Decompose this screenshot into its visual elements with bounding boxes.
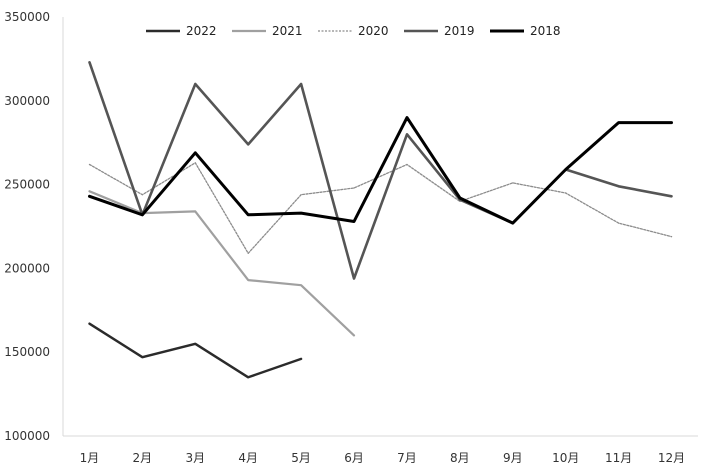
data-point-2018 [194,152,196,154]
data-point-2021 [194,210,196,212]
data-point-2018 [565,168,567,171]
data-point-2018 [88,195,91,197]
data-point-2020 [194,162,196,164]
x-tick-label: 11月 [605,451,632,465]
legend-label-2020: 2020 [358,24,389,38]
y-tick-label: 200000 [4,261,50,275]
data-point-2021 [88,190,91,192]
data-point-2020 [300,194,302,196]
data-point-2021 [247,279,249,281]
data-point-2019 [247,143,249,145]
x-tick-label: 3月 [185,451,205,465]
legend-label-2021: 2021 [272,24,303,38]
y-tick-labels: 100000 150000 200000 250000 300000 350000 [4,10,50,443]
series-line-2018 [88,116,673,225]
y-tick-label: 300000 [4,94,50,108]
legend-label-2019: 2019 [444,24,475,38]
data-point-2022 [194,343,196,345]
y-tick-label: 250000 [4,178,50,192]
x-tick-label: 4月 [238,451,258,465]
data-point-2021 [300,284,302,286]
data-point-2022 [141,356,143,358]
data-point-2018 [300,212,302,214]
x-tick-label: 5月 [291,451,311,465]
data-point-2019 [300,83,302,85]
series-lines [88,60,673,379]
data-point-2020 [247,252,249,254]
data-point-2018 [618,122,620,124]
x-tick-label: 7月 [397,451,417,465]
legend: 2022 2021 2020 2019 2018 [146,24,561,38]
data-point-2018 [512,222,514,224]
x-tick-label: 10月 [552,451,579,465]
y-tick-label: 350000 [4,10,50,24]
data-point-2020 [88,163,91,166]
data-point-2022 [88,323,91,325]
x-tick-labels: 1月 2月 3月 4月 5月 6月 7月 8月 9月 10月 11月 12月 [80,451,686,465]
data-point-2019 [194,83,196,85]
data-point-2019 [618,185,620,187]
x-tick-label: 6月 [344,451,364,465]
data-point-2020 [406,163,408,166]
x-tick-label: 2月 [133,451,153,465]
series-line-2022 [88,322,303,379]
data-point-2021 [353,334,355,336]
data-point-2020 [618,222,620,224]
data-point-2022 [247,376,249,378]
data-point-2018 [459,197,461,199]
data-point-2019 [353,277,355,280]
data-point-2019 [88,61,91,63]
data-point-2018 [141,214,143,216]
data-point-2020 [670,236,673,238]
series-line-2019 [88,60,673,280]
data-point-2018 [247,214,249,216]
x-tick-label: 8月 [450,451,470,465]
x-tick-label: 1月 [80,451,100,465]
data-point-2020 [512,182,514,184]
data-point-2018 [406,117,408,119]
series-line-2020 [88,162,673,254]
legend-label-2022: 2022 [186,24,217,38]
x-tick-label: 9月 [503,451,523,465]
y-tick-label: 100000 [4,429,50,443]
legend-label-2018: 2018 [530,24,561,38]
data-point-2018 [353,220,355,223]
data-point-2020 [353,187,355,189]
data-point-2020 [565,192,567,194]
y-tick-label: 150000 [4,345,50,359]
x-tick-label: 12月 [658,451,685,465]
series-line-2021 [88,190,356,337]
data-point-2018 [670,122,673,124]
data-point-2019 [406,133,408,135]
data-point-2019 [670,195,673,197]
data-point-2022 [300,358,302,360]
data-point-2020 [141,194,143,196]
